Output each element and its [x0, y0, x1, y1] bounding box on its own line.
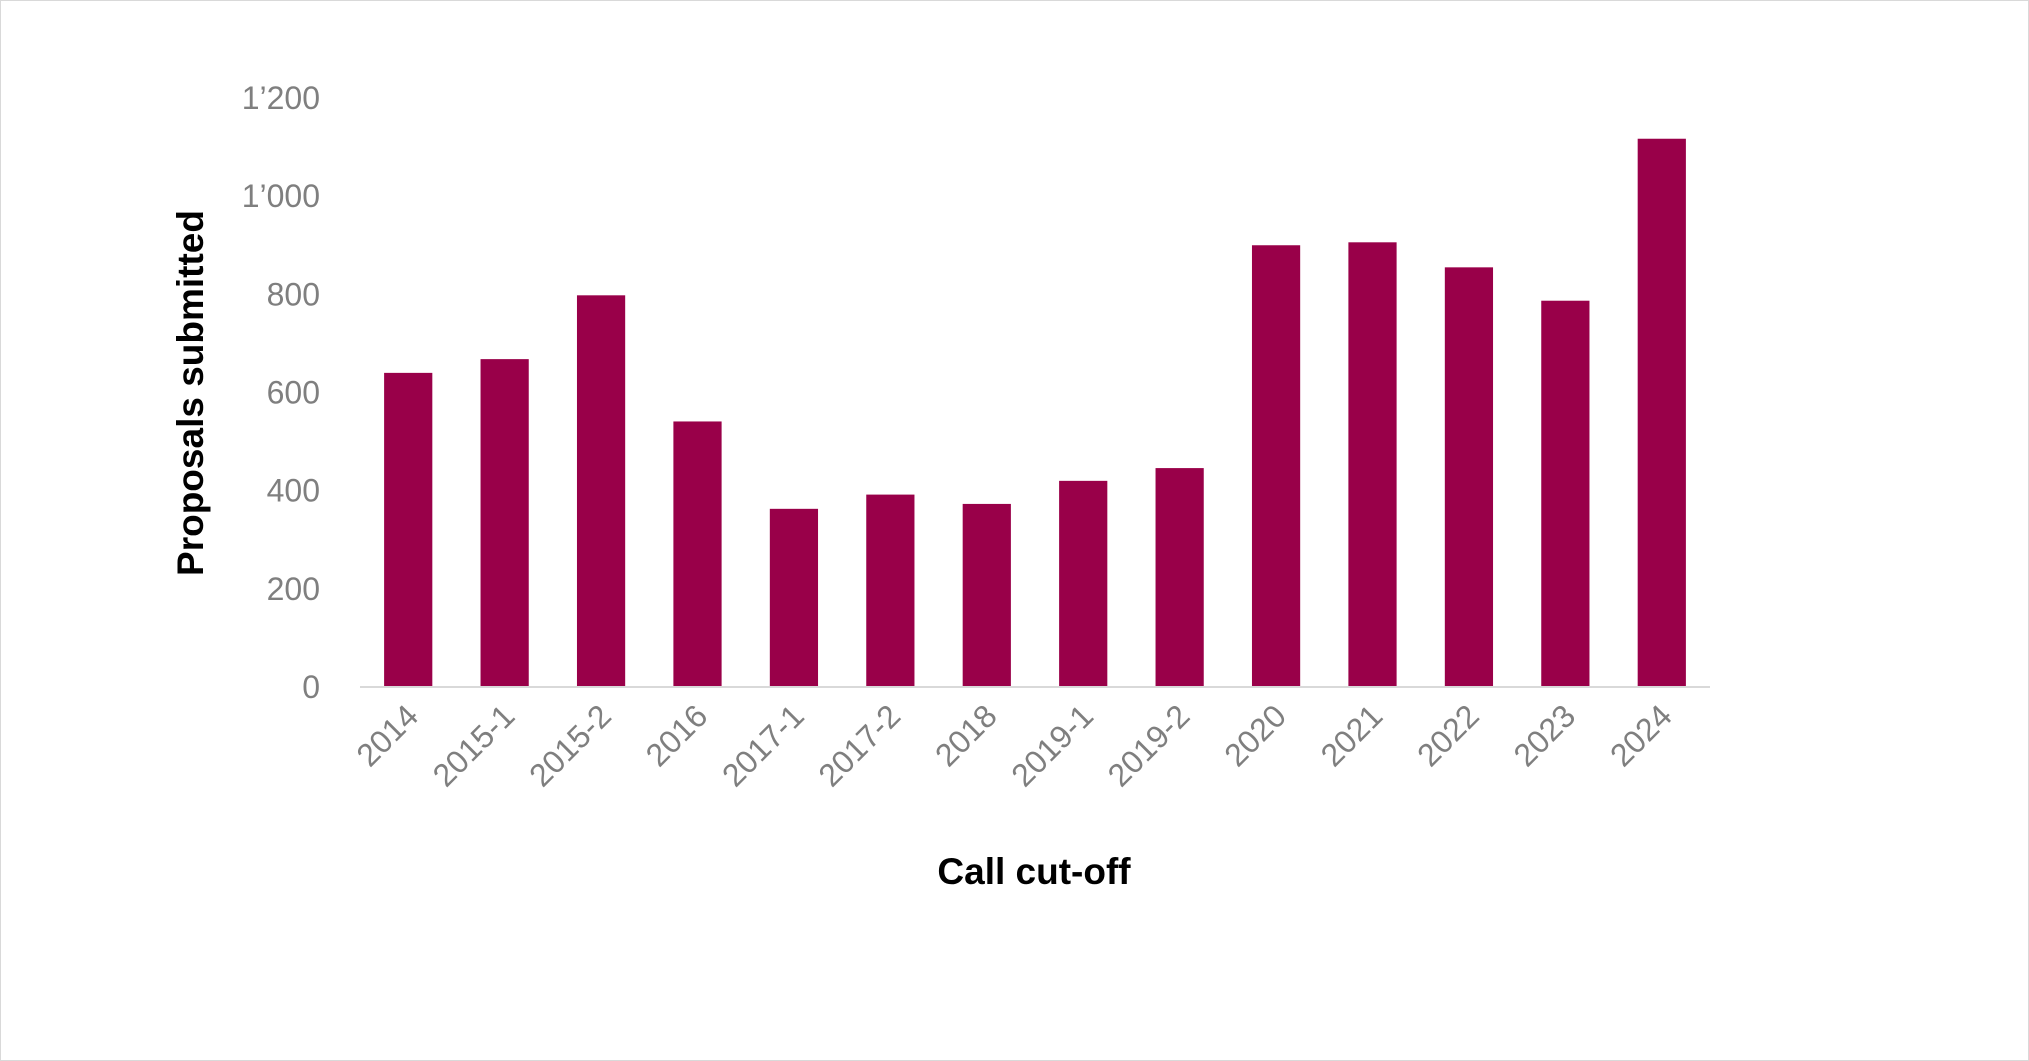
bar [384, 372, 433, 687]
y-tick-label: 400 [267, 473, 320, 509]
bar [1444, 267, 1494, 687]
bar [1637, 138, 1686, 688]
y-tick-label: 1’000 [242, 178, 320, 214]
bar [769, 508, 819, 687]
y-tick-label: 800 [267, 276, 320, 312]
x-tick-label: 2018 [928, 697, 1004, 773]
x-tick-label: 2023 [1507, 697, 1583, 773]
bar [1155, 468, 1204, 687]
bar [480, 359, 529, 687]
bar [866, 494, 915, 687]
x-axis-ticks: 2014 2015-1 2015-2 2016 2017-1 2017-2 2018 2019… [349, 697, 1678, 793]
x-tick-label: 2015-1 [426, 697, 522, 793]
y-tick-label: 1’200 [242, 80, 320, 116]
x-tick-label: 2014 [349, 697, 425, 773]
y-tick-label: 200 [267, 571, 320, 607]
x-tick-label: 2020 [1217, 697, 1293, 773]
y-tick-label: 600 [267, 375, 320, 411]
bar [576, 295, 626, 687]
x-tick-label: 2016 [639, 697, 715, 773]
y-axis-ticks: 0 200 400 600 800 1’000 1’200 [242, 80, 320, 705]
x-tick-label: 2019-2 [1101, 697, 1197, 793]
x-axis-title: Call cut-off [937, 851, 1131, 892]
x-tick-label: 2021 [1314, 697, 1390, 773]
x-tick-label: 2019-1 [1004, 697, 1100, 793]
x-tick-label: 2024 [1603, 697, 1679, 773]
bar [1541, 300, 1590, 687]
x-tick-label: 2017-1 [715, 697, 811, 793]
y-axis-title: Proposals submitted [170, 210, 211, 576]
x-tick-label: 2022 [1410, 697, 1486, 773]
y-tick-label: 0 [302, 669, 320, 705]
bar [1059, 480, 1108, 687]
bar [962, 503, 1011, 687]
x-tick-label: 2017-2 [811, 697, 907, 793]
x-tick-label: 2015-2 [522, 697, 618, 793]
bar-series [384, 138, 1686, 688]
bar [1348, 242, 1397, 687]
bar [1251, 245, 1301, 687]
bar [673, 421, 722, 687]
